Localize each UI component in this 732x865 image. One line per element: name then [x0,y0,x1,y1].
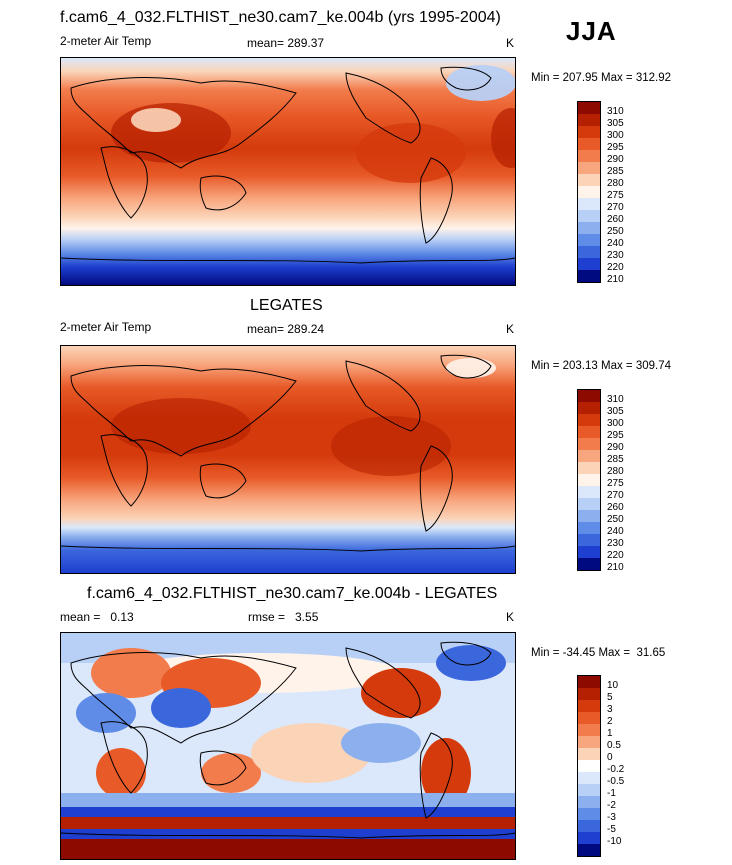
panel3-cb-label: -0.2 [607,764,625,775]
panel3-cb-label: 2 [607,716,613,727]
panel2-cb-label: 220 [607,550,624,561]
panel3-mean: mean = 0.13 [60,610,134,624]
panel2-cb-label: 290 [607,442,624,453]
panel2-field [61,346,515,573]
panel3-colorbar [577,675,601,857]
panel2-minmax: Min = 203.13 Max = 309.74 [531,360,672,372]
panel3-cb-label: -3 [607,812,616,823]
panel3-rmse: rmse = 3.55 [248,610,319,624]
panel3-map [60,632,516,860]
panel2-cb-label: 275 [607,478,624,489]
panel1-cb-label: 300 [607,130,624,141]
panel2-title: LEGATES [250,297,323,314]
panel1-cb-label: 290 [607,154,624,165]
panel3-cb-label: 3 [607,704,613,715]
panel2-cb-label: 280 [607,466,624,477]
season-label: JJA [566,16,617,46]
panel3-cb-label: 0 [607,752,613,763]
panel3-field [61,633,515,859]
panel2-cb-label: 305 [607,406,624,417]
panel1-cb-label: 250 [607,226,624,237]
panel2-units: K [506,322,515,336]
panel3-cb-label: 1 [607,728,613,739]
panel2-cb-label: 285 [607,454,624,465]
panel1-cb-label: 305 [607,118,624,129]
panel3-cb-label: 0.5 [607,740,621,751]
panel3-colorbar-swatches [578,676,600,856]
panel3-cb-label: -10 [607,836,622,847]
panel1-cb-label: 310 [607,106,624,117]
panel1-colorbar-swatches [578,102,600,282]
panel3-cb-label: 5 [607,692,613,703]
panel2-map [60,345,516,574]
panel1-cb-label: 230 [607,250,624,261]
panel1-cb-label: 210 [607,274,624,285]
panel1-cb-label: 270 [607,202,624,213]
panel1-mean: mean= 289.37 [247,36,325,50]
panel3-cb-label: 10 [607,680,619,691]
panel1-cb-label: 240 [607,238,624,249]
panel2-cb-label: 230 [607,538,624,549]
panel2-variable: 2-meter Air Temp [60,320,152,334]
panel3-cb-label: -2 [607,800,616,811]
panel2-colorbar [577,389,601,571]
panel2-cb-label: 250 [607,514,624,525]
panel1-cb-label: 285 [607,166,624,177]
panel2-cb-label: 210 [607,562,624,573]
panel1-cb-label: 280 [607,178,624,189]
panel1-units: K [506,36,515,50]
panel2-cb-label: 300 [607,418,624,429]
panel1-map [60,57,516,286]
panel2-colorbar-swatches [578,390,600,570]
panel1-variable: 2-meter Air Temp [60,34,152,48]
panel3-cb-label: -1 [607,788,616,799]
panel1-cb-label: 260 [607,214,624,225]
panel1-minmax: Min = 207.95 Max = 312.92 [531,72,672,84]
panel2-cb-label: 260 [607,502,624,513]
panel1-cb-label: 220 [607,262,624,273]
panel2-cb-label: 240 [607,526,624,537]
panel2-cb-label: 270 [607,490,624,501]
panel3-cb-label: -5 [607,824,616,835]
panel1-title: f.cam6_4_032.FLTHIST_ne30.cam7_ke.004b (… [60,9,501,26]
panel3-units: K [506,610,515,624]
panel3-title: f.cam6_4_032.FLTHIST_ne30.cam7_ke.004b -… [87,585,498,602]
panel1-colorbar [577,101,601,283]
panel2-cb-label: 295 [607,430,624,441]
panel1-field [61,58,515,285]
panel3-minmax: Min = -34.45 Max = 31.65 [531,647,666,659]
panel2-cb-label: 310 [607,394,624,405]
panel3-cb-label: -0.5 [607,776,625,787]
panel2-mean: mean= 289.24 [247,322,325,336]
panel1-cb-label: 275 [607,190,624,201]
panel1-cb-label: 295 [607,142,624,153]
